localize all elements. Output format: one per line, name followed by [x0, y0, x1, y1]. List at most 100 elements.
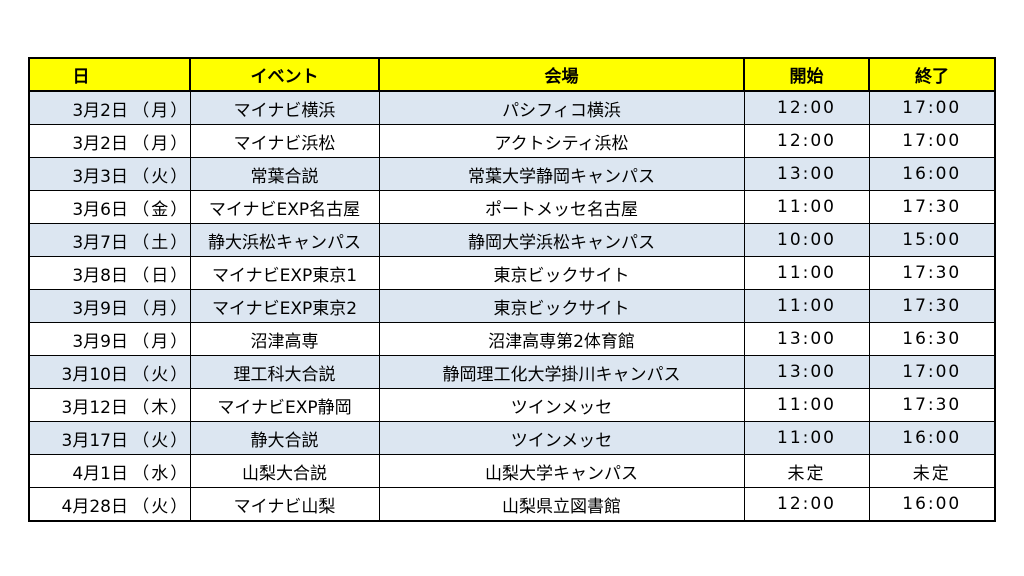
- cell-weekday: （土）: [132, 223, 191, 257]
- event-schedule-table: 日 イベント 会場 開始 終了 3月2日 （月） マイナビ横浜 パシフィコ横浜 …: [28, 57, 996, 522]
- header-date: 日: [28, 57, 132, 92]
- cell-venue: 常葉大学静岡キャンパス: [378, 157, 745, 191]
- cell-venue: 山梨県立図書館: [378, 487, 745, 522]
- cell-date: 4月28日: [28, 487, 132, 522]
- cell-end: 17:00: [868, 355, 996, 389]
- cell-event: マイナビEXP東京2: [189, 289, 380, 323]
- cell-date: 3月2日: [28, 90, 132, 125]
- cell-event: マイナビ山梨: [189, 487, 380, 522]
- cell-date: 3月10日: [28, 355, 132, 389]
- cell-venue: ポートメッセ名古屋: [378, 190, 745, 224]
- cell-end: 17:30: [868, 289, 996, 323]
- cell-start: 11:00: [743, 421, 870, 455]
- cell-start: 12:00: [743, 124, 870, 158]
- cell-weekday: （火）: [132, 157, 191, 191]
- cell-date: 3月7日: [28, 223, 132, 257]
- cell-end: 15:00: [868, 223, 996, 257]
- cell-weekday: （月）: [132, 90, 191, 125]
- cell-start: 11:00: [743, 289, 870, 323]
- table-row: 3月6日 （金） マイナビEXP名古屋 ポートメッセ名古屋 11:00 17:3…: [28, 190, 996, 224]
- cell-date: 3月9日: [28, 322, 132, 356]
- header-row: 日 イベント 会場 開始 終了: [28, 57, 996, 92]
- cell-event: 理工科大合説: [189, 355, 380, 389]
- cell-weekday: （日）: [132, 256, 191, 290]
- cell-end: 16:00: [868, 421, 996, 455]
- cell-event: マイナビ横浜: [189, 90, 380, 125]
- cell-date: 3月8日: [28, 256, 132, 290]
- cell-venue: アクトシティ浜松: [378, 124, 745, 158]
- cell-end: 17:30: [868, 256, 996, 290]
- cell-event: マイナビ浜松: [189, 124, 380, 158]
- table-row: 3月2日 （月） マイナビ浜松 アクトシティ浜松 12:00 17:00: [28, 124, 996, 158]
- cell-weekday: （月）: [132, 322, 191, 356]
- cell-start: 未定: [743, 454, 870, 488]
- cell-venue: ツインメッセ: [378, 421, 745, 455]
- cell-venue: 東京ビックサイト: [378, 256, 745, 290]
- table-row: 3月8日 （日） マイナビEXP東京1 東京ビックサイト 11:00 17:30: [28, 256, 996, 290]
- cell-venue: 東京ビックサイト: [378, 289, 745, 323]
- cell-start: 11:00: [743, 256, 870, 290]
- cell-event: 山梨大合説: [189, 454, 380, 488]
- header-venue: 会場: [378, 57, 745, 92]
- table-row: 3月10日 （火） 理工科大合説 静岡理工化大学掛川キャンパス 13:00 17…: [28, 355, 996, 389]
- table-row: 3月7日 （土） 静大浜松キャンパス 静岡大学浜松キャンパス 10:00 15:…: [28, 223, 996, 257]
- cell-weekday: （水）: [132, 454, 191, 488]
- cell-date: 3月3日: [28, 157, 132, 191]
- cell-venue: ツインメッセ: [378, 388, 745, 422]
- cell-date: 4月1日: [28, 454, 132, 488]
- cell-venue: パシフィコ横浜: [378, 90, 745, 125]
- cell-start: 13:00: [743, 157, 870, 191]
- cell-end: 16:00: [868, 487, 996, 522]
- cell-event: 静大浜松キャンパス: [189, 223, 380, 257]
- table-row: 3月3日 （火） 常葉合説 常葉大学静岡キャンパス 13:00 16:00: [28, 157, 996, 191]
- header-date-spacer: [132, 57, 191, 92]
- cell-event: マイナビEXP静岡: [189, 388, 380, 422]
- cell-date: 3月12日: [28, 388, 132, 422]
- cell-weekday: （月）: [132, 124, 191, 158]
- cell-end: 未定: [868, 454, 996, 488]
- cell-venue: 静岡理工化大学掛川キャンパス: [378, 355, 745, 389]
- cell-date: 3月2日: [28, 124, 132, 158]
- cell-weekday: （月）: [132, 289, 191, 323]
- table-row: 3月9日 （月） 沼津高専 沼津高専第2体育館 13:00 16:30: [28, 322, 996, 356]
- table-row: 4月1日 （水） 山梨大合説 山梨大学キャンパス 未定 未定: [28, 454, 996, 488]
- table-row: 3月17日 （火） 静大合説 ツインメッセ 11:00 16:00: [28, 421, 996, 455]
- cell-end: 17:30: [868, 190, 996, 224]
- cell-start: 10:00: [743, 223, 870, 257]
- cell-date: 3月6日: [28, 190, 132, 224]
- cell-weekday: （火）: [132, 487, 191, 522]
- cell-venue: 山梨大学キャンパス: [378, 454, 745, 488]
- cell-date: 3月9日: [28, 289, 132, 323]
- table-row: 3月9日 （月） マイナビEXP東京2 東京ビックサイト 11:00 17:30: [28, 289, 996, 323]
- header-end: 終了: [868, 57, 996, 92]
- cell-start: 13:00: [743, 322, 870, 356]
- cell-start: 11:00: [743, 190, 870, 224]
- cell-event: マイナビEXP名古屋: [189, 190, 380, 224]
- cell-event: 静大合説: [189, 421, 380, 455]
- cell-event: 沼津高専: [189, 322, 380, 356]
- table-row: 3月2日 （月） マイナビ横浜 パシフィコ横浜 12:00 17:00: [28, 90, 996, 125]
- cell-event: 常葉合説: [189, 157, 380, 191]
- cell-end: 16:00: [868, 157, 996, 191]
- cell-date: 3月17日: [28, 421, 132, 455]
- cell-end: 17:00: [868, 90, 996, 125]
- cell-weekday: （木）: [132, 388, 191, 422]
- cell-start: 12:00: [743, 90, 870, 125]
- cell-weekday: （火）: [132, 355, 191, 389]
- cell-start: 12:00: [743, 487, 870, 522]
- cell-event: マイナビEXP東京1: [189, 256, 380, 290]
- cell-weekday: （金）: [132, 190, 191, 224]
- cell-end: 17:30: [868, 388, 996, 422]
- table-row: 4月28日 （火） マイナビ山梨 山梨県立図書館 12:00 16:00: [28, 487, 996, 522]
- header-event: イベント: [189, 57, 380, 92]
- event-schedule-sheet: 日 イベント 会場 開始 終了 3月2日 （月） マイナビ横浜 パシフィコ横浜 …: [28, 57, 996, 522]
- cell-start: 13:00: [743, 355, 870, 389]
- cell-end: 16:30: [868, 322, 996, 356]
- cell-start: 11:00: [743, 388, 870, 422]
- cell-venue: 沼津高専第2体育館: [378, 322, 745, 356]
- cell-end: 17:00: [868, 124, 996, 158]
- header-start: 開始: [743, 57, 870, 92]
- cell-weekday: （火）: [132, 421, 191, 455]
- cell-venue: 静岡大学浜松キャンパス: [378, 223, 745, 257]
- table-row: 3月12日 （木） マイナビEXP静岡 ツインメッセ 11:00 17:30: [28, 388, 996, 422]
